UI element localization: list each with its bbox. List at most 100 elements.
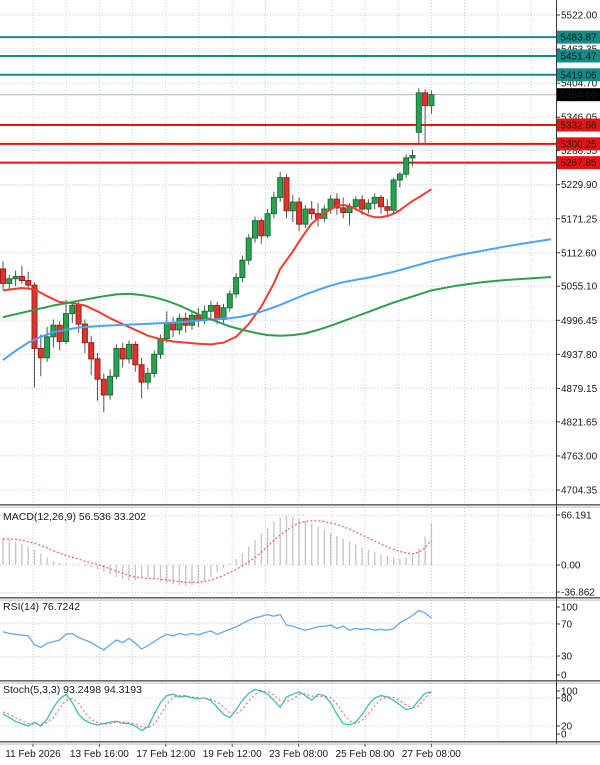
panel-separator[interactable] — [0, 741, 600, 743]
candle-bearish — [170, 322, 177, 331]
candle-bullish — [107, 375, 114, 396]
support-price-badge — [557, 118, 600, 132]
indicator-tick-label: 30 — [561, 652, 573, 663]
support-price-badge-label: 5267.85 — [560, 158, 597, 169]
price-tick-label: 5112.60 — [561, 248, 597, 259]
candle-bearish — [378, 196, 384, 208]
candle-bullish — [264, 213, 271, 237]
candle-bearish — [340, 207, 347, 214]
panel-separator[interactable] — [0, 597, 600, 599]
price-tick-label: 4937.80 — [561, 350, 598, 361]
ma-mid-line — [2, 238, 552, 361]
macd-signal-line — [3, 520, 432, 583]
time-label: 19 Feb 12:00 — [203, 749, 262, 760]
candle-bullish — [428, 94, 435, 107]
time-axis[interactable]: 11 Feb 2026 13 Feb 16:00 17 Feb 12:00 19 Fe… — [5, 743, 461, 760]
price-tick-label: 5171.25 — [561, 214, 598, 225]
resistance-price-badge — [557, 30, 600, 44]
rsi-panel[interactable] — [2, 609, 432, 651]
resistance-price-badge-label: 5451.47 — [560, 51, 597, 62]
resistance-price-badge-label: 5483.87 — [560, 33, 597, 44]
ma-fast-line — [2, 188, 432, 346]
candle-bearish — [359, 199, 366, 210]
price-tick-label: 5229.90 — [561, 180, 598, 191]
price-tick-label: 4704.35 — [561, 486, 598, 497]
price-tick-label: 5055.10 — [561, 282, 598, 293]
macd-indicator-label: MACD(12,26,9) 56.536 33.202 — [3, 511, 147, 523]
price-levels — [0, 36, 556, 164]
support-price-badge-label: 5300.25 — [560, 139, 597, 150]
indicator-tick-label: 100 — [561, 603, 578, 614]
stoch-indicator-label: Stoch(5,3,3) 93.2498 94.3193 — [3, 684, 142, 696]
time-label: 25 Feb 08:00 — [336, 749, 395, 760]
resistance-price-badge — [557, 49, 600, 63]
candle-bullish — [157, 338, 164, 355]
candle-bullish — [415, 92, 422, 133]
time-label: 13 Feb 16:00 — [70, 749, 129, 760]
candle-bearish — [56, 324, 63, 342]
price-tick-label: 4763.00 — [561, 451, 598, 462]
panel-separator[interactable] — [0, 680, 600, 682]
support-price-badge-label: 5332.66 — [560, 120, 597, 131]
candle-bullish — [403, 157, 410, 175]
current-price-badge-label: 5384.80 — [560, 90, 597, 101]
candle-bearish — [138, 364, 145, 383]
support-price-badge — [557, 156, 600, 170]
candle-bearish — [81, 323, 88, 344]
stoch-panel[interactable] — [2, 688, 432, 732]
candle-bullish — [277, 177, 284, 198]
candle-bullish — [44, 336, 51, 359]
indicator-tick-label: 0 — [561, 730, 567, 741]
candle-bearish — [100, 378, 107, 396]
candle-bearish — [88, 342, 95, 360]
price-tick-label: 4996.45 — [561, 316, 598, 327]
price-tick-label: 5522.00 — [561, 11, 598, 22]
resistance-price-badge — [557, 68, 600, 82]
price-axis[interactable]: 5522.005463.355404.705346.055288.555229.… — [556, 0, 600, 744]
candle-bullish — [409, 155, 416, 159]
candle-bullish — [239, 259, 246, 279]
price-tick-label: 5404.70 — [561, 79, 598, 90]
candle-bearish — [296, 201, 303, 225]
candle-bearish — [258, 220, 265, 237]
price-tick-label: 5288.55 — [561, 146, 598, 157]
indicator-tick-label: 0 — [561, 671, 567, 682]
ma-slow-line — [2, 276, 552, 337]
indicator-tick-label: 70 — [561, 620, 573, 631]
candle-bullish — [126, 343, 132, 360]
time-label: 11 Feb 2026 — [5, 749, 61, 760]
time-label: 27 Feb 08:00 — [402, 749, 461, 760]
macd-panel[interactable] — [2, 515, 433, 587]
support-price-badge — [557, 137, 600, 151]
indicator-tick-label: 0.00 — [561, 561, 581, 572]
candle-bullish — [245, 237, 252, 261]
panel-separator[interactable] — [0, 504, 600, 506]
candle-bearish — [37, 347, 44, 359]
candle-bullish — [12, 275, 19, 280]
candlestick-series[interactable] — [0, 88, 435, 413]
candle-bullish — [390, 179, 397, 211]
rsi-indicator-label: RSI(14) 76.7242 — [3, 601, 81, 613]
candle-bearish — [283, 177, 290, 212]
candle-bullish — [163, 322, 170, 340]
price-tick-label: 5346.05 — [561, 113, 598, 124]
rsi-line — [2, 609, 432, 651]
current-price-badge — [557, 88, 600, 102]
panel-separator-shadow — [0, 506, 600, 508]
candle-bearish — [214, 304, 221, 320]
grid — [0, 0, 556, 741]
candle-bullish — [6, 278, 13, 284]
candle-bearish — [333, 198, 340, 209]
indicator-tick-label: 20 — [561, 722, 573, 733]
price-tick-label: 4879.15 — [561, 384, 598, 395]
panel-separator-shadow — [0, 599, 600, 601]
indicator-tick-label: 80 — [561, 694, 573, 705]
candle-bullish — [365, 202, 372, 210]
candle-bullish — [144, 372, 151, 383]
candle-bullish — [69, 304, 76, 315]
candle-bullish — [352, 199, 359, 208]
price-tick-label: 4821.65 — [561, 417, 598, 428]
